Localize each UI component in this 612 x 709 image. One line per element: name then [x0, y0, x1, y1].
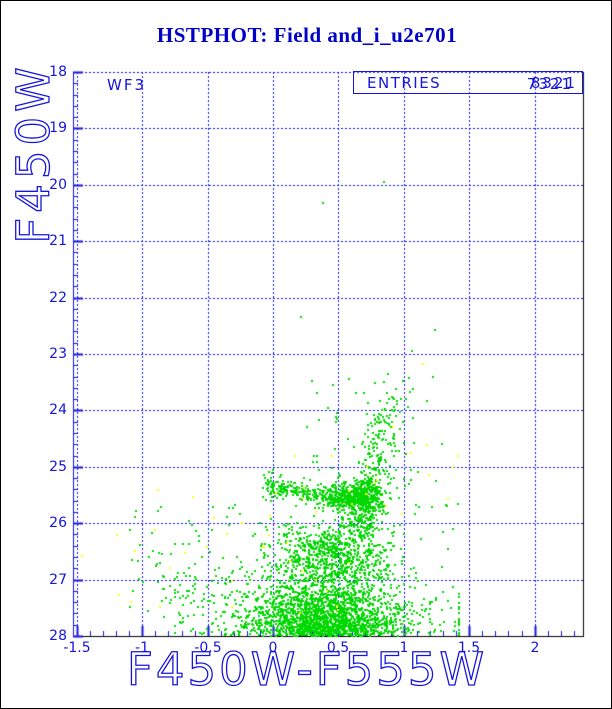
- y-tick-label: 26: [49, 515, 67, 531]
- entries-box: ENTRIES 8321 7321: [353, 71, 583, 94]
- x-axis-label: F450W-F555W: [126, 643, 487, 696]
- y-tick-label: 23: [49, 346, 67, 362]
- x-tick-label: -1.5: [63, 640, 91, 656]
- x-tick-label: -0.5: [194, 640, 222, 656]
- x-tick-label: 0: [268, 640, 278, 656]
- entries-label: ENTRIES: [367, 74, 442, 92]
- y-tick-label: 19: [49, 120, 67, 136]
- entries-value: 8321: [530, 74, 577, 92]
- y-tick-label: 27: [49, 572, 67, 588]
- x-tick-label: 0.5: [326, 640, 350, 656]
- x-tick-label: 2: [530, 640, 540, 656]
- y-tick-label: 28: [49, 628, 67, 644]
- x-tick-label: 1.5: [457, 640, 481, 656]
- y-tick-label: 20: [49, 177, 67, 193]
- entries-value-overprint: 7321: [526, 75, 573, 93]
- y-tick-label: 21: [49, 233, 67, 249]
- detector-label: WF3: [107, 76, 147, 94]
- y-tick-label: 22: [49, 290, 67, 306]
- x-tick-label: 1: [399, 640, 409, 656]
- x-tick-label: -1: [135, 640, 149, 656]
- y-tick-label: 24: [49, 402, 67, 418]
- y-tick-label: 25: [49, 459, 67, 475]
- y-tick-label: 18: [49, 64, 67, 80]
